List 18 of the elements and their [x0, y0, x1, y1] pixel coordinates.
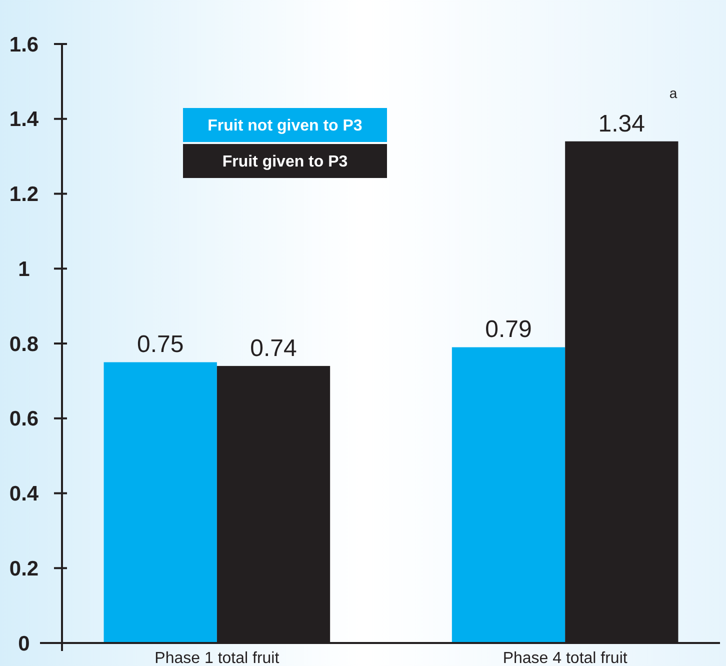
y-tick-label: 0 [18, 632, 30, 656]
x-tick-label: Phase 1 total fruit [154, 650, 280, 666]
y-tick-label: 1 [18, 258, 30, 281]
text: Fruit not given to P3 [208, 118, 362, 135]
y-tick-label: 0.4 [9, 482, 39, 506]
y-tick-label: 0.6 [9, 408, 39, 431]
x-tick-label: Phase 4 total fruit [502, 650, 628, 666]
y-tick-label: 1.4 [9, 108, 39, 132]
y-tick-label: 1.6 [9, 33, 39, 56]
y-tick-label: 0.2 [9, 557, 39, 580]
data-label: 0.75 [136, 331, 184, 358]
text: Fruit given to P3 [222, 154, 348, 171]
annotation: a [669, 85, 678, 101]
y-tick-label: 1.2 [9, 183, 39, 206]
y-tick-label: 0.8 [9, 332, 39, 356]
data-label: 0.74 [250, 334, 297, 362]
data-label: 0.79 [485, 316, 532, 344]
data-label: 1.34 [598, 110, 646, 138]
